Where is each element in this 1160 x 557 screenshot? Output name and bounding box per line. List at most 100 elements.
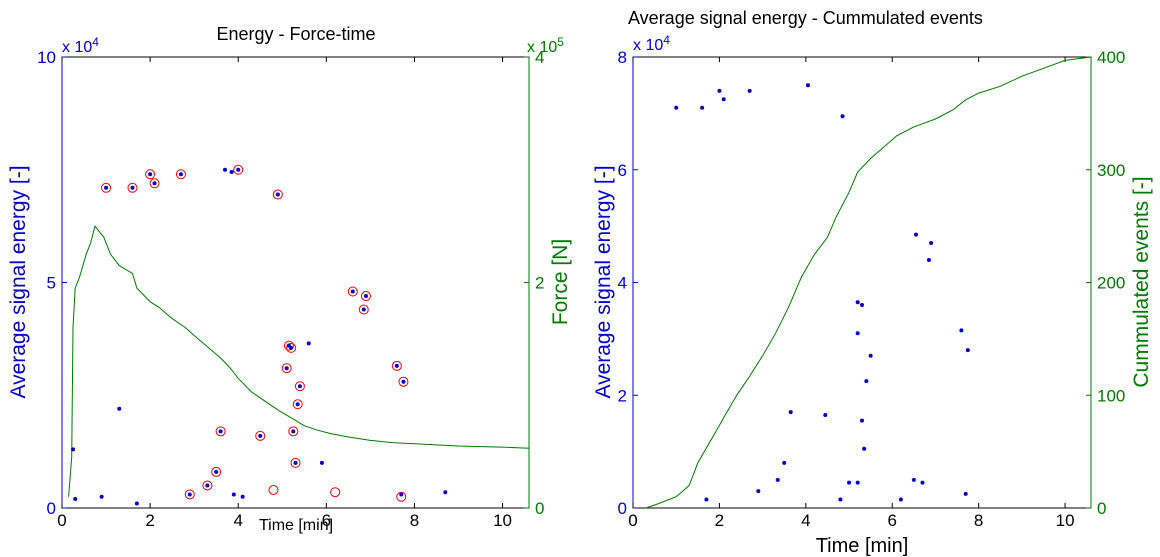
x-tick-label: 4 xyxy=(801,511,810,530)
event-point xyxy=(847,480,852,485)
event-point xyxy=(868,353,873,358)
event-point xyxy=(295,402,300,407)
chart2-y-label: Average signal energy [-] xyxy=(592,165,615,398)
y-tick-label: 10 xyxy=(37,48,56,67)
event-point xyxy=(152,181,157,186)
chart2-y-label-right: Cummulated events [-] xyxy=(1130,176,1153,387)
selected-event-circle xyxy=(391,360,402,371)
event-point xyxy=(840,114,845,119)
chart1-plot-area xyxy=(68,164,530,506)
selected-event-circle xyxy=(233,164,244,175)
selected-event-circle xyxy=(286,342,297,353)
event-point xyxy=(231,492,236,497)
y-right-tick-label: 200 xyxy=(1097,274,1125,293)
chart1-right-multiplier: x 105 xyxy=(527,35,564,56)
y-tick-label: 5 xyxy=(47,274,56,293)
event-point xyxy=(911,477,916,482)
chart1-left-multiplier: x 104 xyxy=(62,35,99,56)
selected-event-circle xyxy=(202,480,213,491)
event-point xyxy=(864,379,869,384)
selected-event-circle xyxy=(268,484,279,495)
y-right-tick-label: 0 xyxy=(535,499,544,518)
event-point xyxy=(350,289,355,294)
event-point xyxy=(782,460,787,465)
event-point xyxy=(756,489,761,494)
event-point xyxy=(805,83,810,88)
chart1-y-ticks: 0 5 10 xyxy=(37,48,67,518)
selected-event-circle xyxy=(330,487,341,498)
event-point xyxy=(855,331,860,336)
event-point xyxy=(319,460,324,465)
event-point xyxy=(721,97,726,102)
x-tick-label: 4 xyxy=(233,511,242,530)
selected-event-circle xyxy=(184,489,195,500)
event-point xyxy=(306,341,311,346)
chart1-y-label: Average signal energy [-] xyxy=(7,165,30,398)
x-tick-label: 0 xyxy=(57,511,66,530)
selected-event-circle xyxy=(149,178,160,189)
event-point xyxy=(214,469,219,474)
event-point xyxy=(258,433,263,438)
chart1-y-label-right: Force [N] xyxy=(549,239,572,325)
selected-event-circle xyxy=(360,291,371,302)
chart2-x-label: Time [min] xyxy=(816,535,909,557)
event-point xyxy=(963,491,968,496)
event-point xyxy=(399,492,404,497)
event-point xyxy=(291,429,296,434)
selected-event-circle xyxy=(294,381,305,392)
chart2-left-multiplier: x 104 xyxy=(633,33,670,54)
y-right-tick-label: 400 xyxy=(1097,48,1125,67)
event-point xyxy=(99,494,104,499)
selected-event-circle xyxy=(398,376,409,387)
event-point xyxy=(187,492,192,497)
x-tick-label: 8 xyxy=(410,511,419,530)
event-point xyxy=(71,447,76,452)
selected-event-circle xyxy=(281,363,292,374)
chart2-title: Average signal energy - Cummulated event… xyxy=(628,8,983,28)
event-point xyxy=(860,418,864,423)
selected-event-circle xyxy=(272,189,283,200)
event-point xyxy=(747,88,752,93)
event-point xyxy=(965,348,970,353)
x-tick-label: 10 xyxy=(1056,511,1075,530)
x-tick-label: 0 xyxy=(628,511,637,530)
event-point xyxy=(289,345,294,350)
event-point xyxy=(920,480,925,485)
event-point xyxy=(674,105,679,110)
y-tick-label: 6 xyxy=(618,161,627,180)
x-tick-label: 2 xyxy=(715,511,724,530)
event-point xyxy=(717,88,722,93)
y-tick-label: 0 xyxy=(47,499,56,518)
selected-event-circle xyxy=(288,426,299,437)
selected-event-circle xyxy=(175,169,186,180)
event-point xyxy=(117,406,122,411)
selected-event-circle xyxy=(396,491,407,502)
selected-event-circle xyxy=(290,457,301,468)
selected-event-circle xyxy=(145,169,156,180)
event-point xyxy=(855,300,860,305)
y-right-tick-label: 4 xyxy=(535,48,544,67)
event-point xyxy=(178,172,183,177)
y-right-tick-label: 0 xyxy=(1097,499,1106,518)
event-point xyxy=(73,496,78,501)
x-tick-label: 8 xyxy=(974,511,983,530)
event-point xyxy=(297,384,302,389)
event-point xyxy=(236,167,241,172)
event-point xyxy=(229,170,234,175)
cumulative-events-line xyxy=(645,56,1092,509)
selected-event-circle xyxy=(358,304,369,315)
event-point xyxy=(838,497,843,502)
event-point xyxy=(148,172,153,177)
event-point xyxy=(823,412,828,417)
event-point xyxy=(223,167,228,172)
event-point xyxy=(898,497,903,502)
event-point xyxy=(394,363,399,368)
event-point xyxy=(401,379,406,384)
y-right-tick-label: 2 xyxy=(535,274,544,293)
event-point xyxy=(914,232,919,237)
y-tick-label: 2 xyxy=(618,386,627,405)
event-point xyxy=(788,410,793,415)
event-point xyxy=(443,490,448,495)
chart1-x-label: Time [min] xyxy=(259,517,333,534)
